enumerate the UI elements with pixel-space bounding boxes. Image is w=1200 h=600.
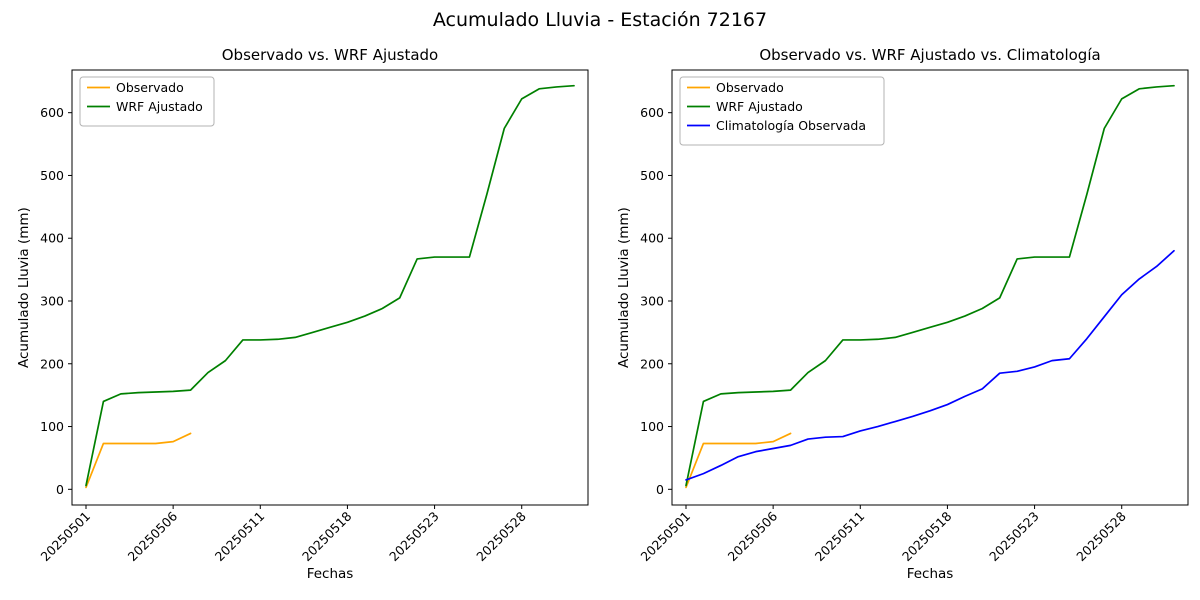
svg-text:WRF Ajustado: WRF Ajustado [716, 99, 803, 114]
right-x-axis-label: Fechas [906, 566, 954, 582]
svg-text:100: 100 [40, 419, 64, 434]
left-chart-canvas: 0 100 200 300 400 500 600 20250501 20250506 20250… [38, 69, 589, 565]
svg-text:300: 300 [640, 293, 664, 308]
svg-text:20250501: 20250501 [638, 509, 694, 565]
svg-text:400: 400 [40, 231, 64, 246]
right-subplot-title: Observado vs. WRF Ajustado vs. Climatolo… [759, 46, 1101, 64]
svg-text:Observado: Observado [116, 80, 184, 95]
svg-text:200: 200 [640, 356, 664, 371]
svg-text:Observado: Observado [716, 80, 784, 95]
svg-text:0: 0 [56, 482, 64, 497]
svg-text:20250511: 20250511 [212, 509, 268, 565]
svg-text:20250528: 20250528 [473, 508, 529, 564]
svg-text:20250523: 20250523 [386, 509, 442, 565]
svg-text:WRF Ajustado: WRF Ajustado [116, 99, 203, 114]
svg-text:20250528: 20250528 [1073, 508, 1129, 564]
svg-text:500: 500 [640, 168, 664, 183]
svg-text:20250511: 20250511 [812, 509, 868, 565]
figure-title: Acumulado Lluvia - Estación 72167 [432, 9, 768, 31]
svg-text:600: 600 [40, 105, 64, 120]
svg-text:600: 600 [640, 105, 664, 120]
svg-text:20250506: 20250506 [125, 508, 181, 564]
svg-text:500: 500 [40, 168, 64, 183]
right-chart-canvas: 0 100 200 300 400 500 600 20250501 20250506 20250… [638, 69, 1189, 565]
svg-text:0: 0 [656, 482, 664, 497]
svg-text:20250518: 20250518 [299, 508, 355, 564]
svg-text:300: 300 [40, 293, 64, 308]
left-subplot: Observado vs. WRF Ajustado Acumulado Llu… [16, 46, 589, 582]
left-subplot-title: Observado vs. WRF Ajustado [221, 46, 439, 64]
left-x-axis-label: Fechas [306, 566, 354, 582]
svg-text:20250501: 20250501 [38, 509, 94, 565]
svg-text:20250506: 20250506 [725, 508, 781, 564]
svg-text:Climatología Observada: Climatología Observada [716, 118, 866, 133]
svg-text:100: 100 [640, 419, 664, 434]
svg-text:400: 400 [640, 231, 664, 246]
svg-text:200: 200 [40, 356, 64, 371]
svg-text:20250523: 20250523 [986, 509, 1042, 565]
right-subplot: Observado vs. WRF Ajustado vs. Climatolo… [600, 0, 1200, 600]
svg-text:20250518: 20250518 [899, 508, 955, 564]
